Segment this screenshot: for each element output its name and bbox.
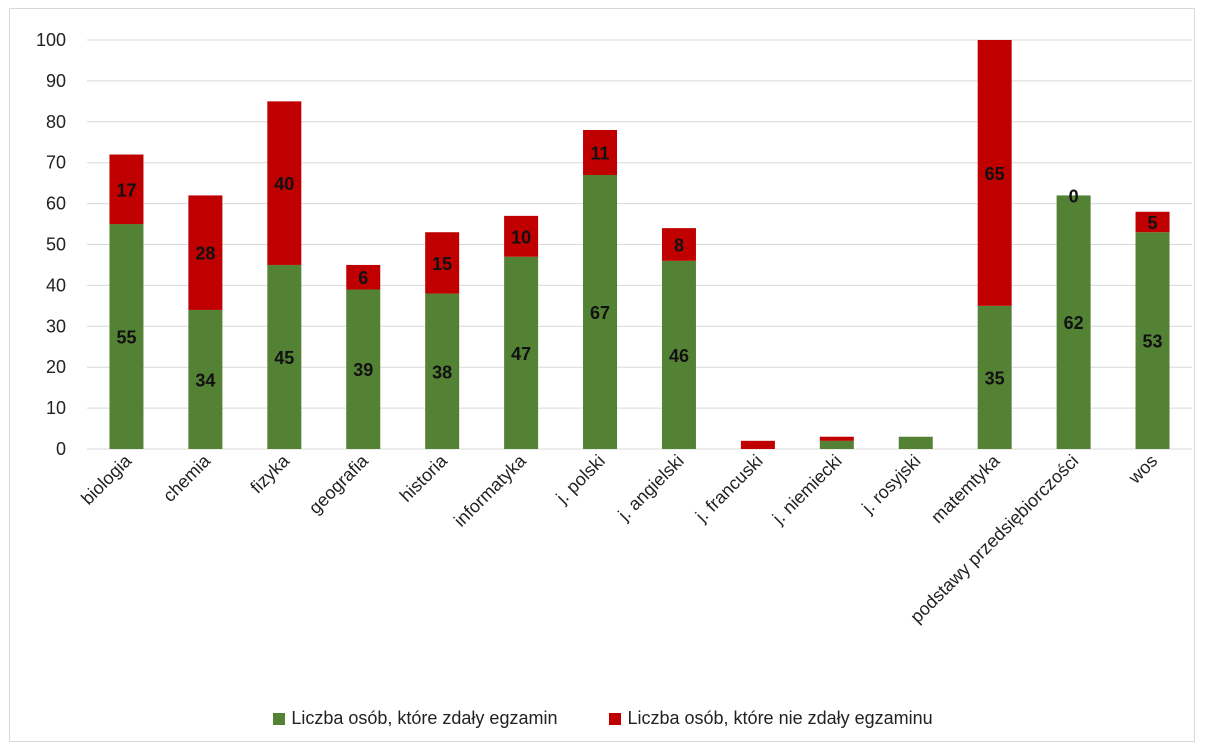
data-label-passed: 47 [511, 344, 531, 364]
legend-label-failed: Liczba osób, które nie zdały egzaminu [627, 708, 933, 728]
bar-failed [188, 195, 223, 310]
y-tick-label: 80 [46, 112, 66, 132]
x-category-label: chemia [159, 450, 215, 506]
data-label-failed: 6 [358, 268, 368, 288]
bar-failed [425, 232, 460, 294]
bar-passed [898, 436, 933, 449]
data-label-failed: 28 [195, 244, 215, 264]
bar-failed [267, 101, 302, 265]
x-category-label: informatyka [450, 450, 531, 531]
x-category-label: j. niemiecki [768, 451, 846, 529]
legend-item-failed: Liczba osób, które nie zdały egzaminu [609, 708, 933, 729]
bar-passed [109, 224, 144, 449]
data-label-failed: 8 [674, 236, 684, 256]
y-tick-label: 20 [46, 357, 66, 377]
data-label-failed: 5 [1148, 213, 1158, 233]
bar-failed [661, 228, 696, 261]
bar-passed [1056, 195, 1091, 449]
bar-failed [977, 40, 1012, 306]
bar-failed [583, 129, 618, 175]
data-label-passed: 67 [590, 303, 610, 323]
data-label-passed: 53 [1143, 332, 1163, 352]
bar-failed [504, 215, 539, 257]
bar-passed [1135, 232, 1170, 449]
y-tick-label: 60 [46, 194, 66, 214]
x-category-label: j. angielski [614, 451, 688, 525]
bar-passed [583, 174, 618, 449]
y-tick-label: 90 [46, 71, 66, 91]
bar-passed [188, 309, 223, 449]
x-category-label: historia [396, 450, 452, 506]
data-label-passed: 46 [669, 346, 689, 366]
y-tick-label: 70 [46, 153, 66, 173]
x-category-label: fizyka [246, 450, 293, 497]
legend-swatch-failed [609, 712, 622, 725]
data-label-failed: 65 [985, 164, 1005, 184]
data-label-failed: 40 [274, 174, 294, 194]
bar-passed [661, 260, 696, 449]
data-label-failed: 10 [511, 227, 531, 247]
x-category-label: j. polski [552, 451, 609, 508]
data-label-passed: 39 [353, 360, 373, 380]
bar-failed [740, 440, 775, 449]
bar-passed [819, 440, 854, 449]
x-category-label: biologia [77, 450, 136, 509]
data-label-passed: 45 [274, 348, 294, 368]
bar-passed [504, 256, 539, 449]
data-label-passed: 55 [116, 328, 136, 348]
bar-passed [346, 289, 381, 449]
y-tick-label: 100 [36, 30, 66, 50]
bar-passed [425, 293, 460, 449]
data-label-passed: 35 [985, 368, 1005, 388]
legend-swatch-passed [273, 712, 286, 725]
x-category-label: geografia [305, 450, 373, 518]
data-label-passed: 38 [432, 362, 452, 382]
bar-failed [109, 154, 144, 225]
y-tick-label: 0 [56, 439, 66, 459]
legend-item-passed: Liczba osób, które zdały egzamin [273, 708, 557, 729]
x-category-label: j. rosyjski [857, 451, 924, 518]
y-tick-label: 10 [46, 398, 66, 418]
y-tick-label: 50 [46, 235, 66, 255]
data-label-failed: 0 [1069, 186, 1079, 206]
bar-passed [267, 264, 302, 449]
data-label-failed: 11 [591, 143, 610, 163]
x-category-label: podstawy przedsiębiorczości [906, 451, 1082, 627]
bar-passed [977, 305, 1012, 449]
data-label-failed: 17 [116, 180, 136, 200]
y-tick-label: 30 [46, 316, 66, 336]
bar-failed [1135, 211, 1170, 233]
legend-label-passed: Liczba osób, które zdały egzamin [291, 708, 558, 728]
x-category-label: wos [1124, 451, 1161, 488]
bar-failed [819, 436, 854, 441]
data-label-passed: 34 [195, 370, 215, 390]
data-label-failed: 15 [432, 254, 452, 274]
y-tick-label: 40 [46, 275, 66, 295]
x-category-label: matemtyka [927, 450, 1004, 527]
x-category-label: j. francuski [691, 451, 767, 527]
chart-legend: Liczba osób, które zdały egzamin Liczba … [0, 708, 1206, 729]
bar-failed [346, 264, 381, 290]
data-label-passed: 62 [1064, 313, 1084, 333]
